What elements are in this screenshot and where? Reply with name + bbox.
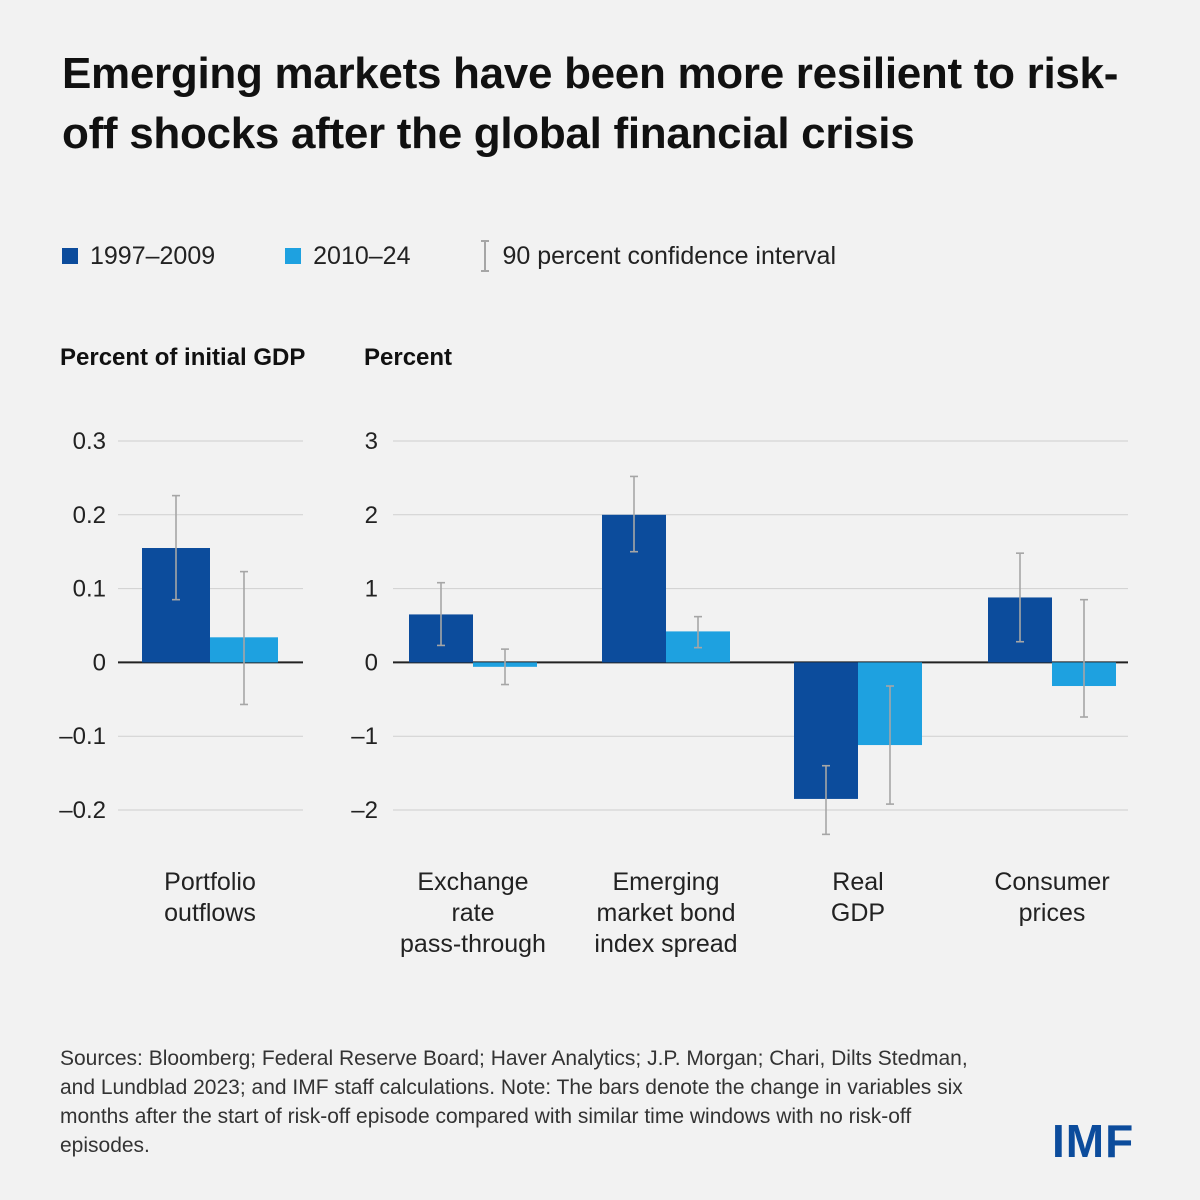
legend-item-series2: 2010–24	[285, 242, 410, 271]
category-label-line: outflows	[164, 899, 256, 927]
category-label-line: GDP	[831, 899, 885, 927]
category-label-line: Portfolio	[164, 868, 256, 896]
y-tick-label: –1	[351, 723, 378, 750]
left-panel-axis-title: Percent of initial GDP	[60, 344, 306, 371]
legend: 1997–2009 2010–24 90 percent confidence …	[62, 238, 906, 274]
legend-label-ci: 90 percent confidence interval	[502, 241, 837, 270]
imf-logo: IMF	[1052, 1115, 1135, 1167]
category-label: Exchange rate pass-through	[400, 868, 546, 958]
y-tick-label: 0.2	[73, 502, 106, 529]
legend-swatch-series1	[62, 248, 78, 264]
chart-area: 0.3 0.2 0.1 0 –0.1 –0.2 Portfolio outflows 3 2 1 0 –…	[59, 428, 1128, 958]
legend-label-series2: 2010–24	[313, 241, 411, 270]
y-tick-label: 0	[365, 649, 378, 676]
category-label-line: Real	[832, 868, 883, 896]
category-label: Portfolio outflows	[164, 868, 256, 927]
y-tick-label: 0.1	[73, 576, 106, 603]
y-tick-label: 3	[365, 428, 378, 455]
category-label-line: market bond	[597, 899, 736, 927]
category-label: Real GDP	[831, 868, 885, 927]
category-label: Emerging market bond index spread	[594, 868, 737, 958]
y-tick-label: 0	[93, 649, 106, 676]
y-tick-label: 2	[365, 502, 378, 529]
category-label-line: pass-through	[400, 930, 546, 958]
category-label-line: rate	[451, 899, 494, 927]
y-tick-label: –0.1	[59, 723, 106, 750]
legend-swatch-series2	[285, 248, 302, 264]
category-label-line: Emerging	[613, 868, 720, 896]
y-tick-label: 1	[365, 576, 378, 603]
footnote: Sources: Bloomberg; Federal Reserve Boar…	[60, 1047, 968, 1157]
y-tick-label: –0.2	[59, 797, 106, 824]
chart-title: Emerging markets have been more resilien…	[62, 49, 1119, 158]
category-label-line: index spread	[594, 930, 737, 958]
legend-label-series1: 1997–2009	[90, 241, 216, 270]
y-tick-label: 0.3	[73, 428, 106, 455]
y-tick-label: –2	[351, 797, 378, 824]
confidence-interval-icon	[481, 240, 490, 272]
legend-item-ci: 90 percent confidence interval	[480, 240, 836, 272]
category-label-line: prices	[1019, 899, 1086, 927]
category-label-line: Consumer	[994, 868, 1109, 896]
category-label: Consumer prices	[994, 868, 1109, 927]
legend-item-series1: 1997–2009	[62, 242, 215, 271]
right-panel-axis-title: Percent	[364, 344, 453, 371]
category-label-line: Exchange	[417, 868, 528, 896]
